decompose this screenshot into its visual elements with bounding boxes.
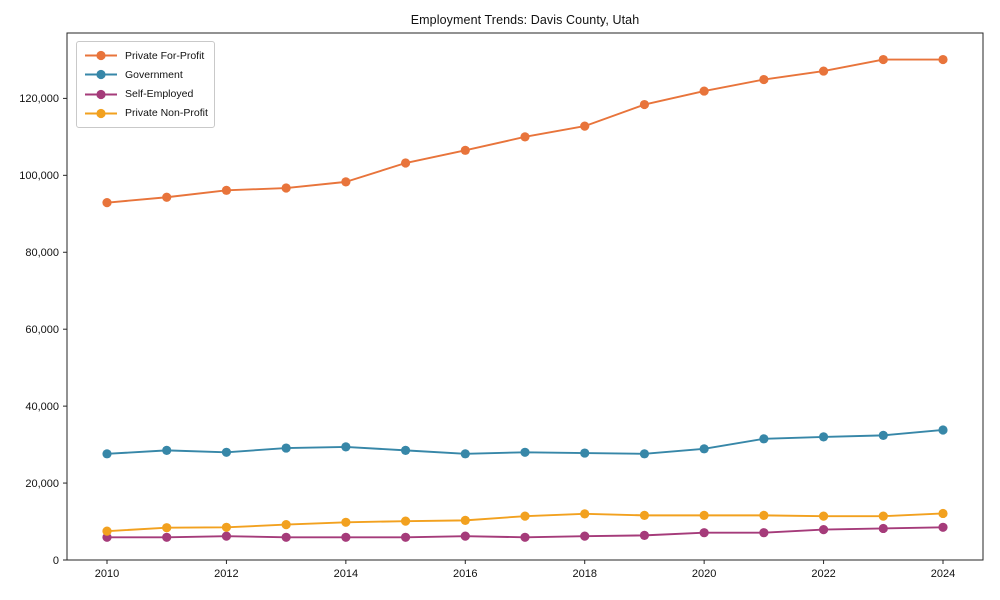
data-point-private-for-profit xyxy=(400,158,411,168)
data-point-private-for-profit xyxy=(938,54,948,65)
plot-frame xyxy=(66,32,984,561)
data-point-self-employed xyxy=(162,532,172,542)
data-point-private-non-profit xyxy=(580,509,590,519)
data-point-self-employed xyxy=(341,532,351,542)
legend-label: Private Non-Profit xyxy=(125,107,208,120)
data-point-self-employed xyxy=(699,528,709,538)
data-point-private-non-profit xyxy=(759,510,769,520)
data-point-government xyxy=(639,449,650,459)
data-point-self-employed xyxy=(878,523,888,534)
legend-marker-self-employed xyxy=(85,89,117,99)
y-tick-label: 100,000 xyxy=(19,170,59,182)
data-point-private-for-profit xyxy=(520,132,530,142)
legend-entry-private-for-profit: Private For-Profit xyxy=(85,46,206,65)
data-point-government xyxy=(221,447,232,457)
data-point-government xyxy=(818,432,829,442)
data-point-private-non-profit xyxy=(878,511,888,521)
x-tick-label: 2016 xyxy=(453,568,477,580)
data-point-self-employed xyxy=(639,530,650,540)
x-tick-label: 2014 xyxy=(334,568,358,580)
data-point-government xyxy=(580,448,590,458)
data-point-private-non-profit xyxy=(639,510,650,520)
data-point-government xyxy=(162,445,172,455)
data-point-self-employed xyxy=(400,532,411,542)
data-point-private-non-profit xyxy=(400,516,411,526)
x-tick-label: 2018 xyxy=(572,568,596,580)
data-point-private-non-profit xyxy=(520,511,530,521)
data-point-government xyxy=(938,425,948,435)
x-tick-label: 2024 xyxy=(931,568,955,580)
legend-entry-self-employed: Self-Employed xyxy=(85,85,206,104)
data-point-private-for-profit xyxy=(221,185,232,195)
data-point-self-employed xyxy=(580,531,590,541)
data-point-private-for-profit xyxy=(580,121,590,131)
y-tick-label: 0 xyxy=(53,555,59,567)
data-point-private-for-profit xyxy=(341,177,351,187)
y-tick-label: 20,000 xyxy=(25,478,59,490)
data-point-private-non-profit xyxy=(281,520,291,530)
data-point-private-for-profit xyxy=(878,54,888,65)
data-point-private-non-profit xyxy=(818,511,829,521)
data-point-private-for-profit xyxy=(818,66,829,76)
data-point-private-non-profit xyxy=(460,515,470,525)
data-point-self-employed xyxy=(520,532,530,542)
data-point-government xyxy=(460,449,470,459)
legend-label: Private For-Profit xyxy=(125,49,205,62)
legend: Private For-Profit Government Self-Employe… xyxy=(76,41,215,128)
data-point-private-for-profit xyxy=(281,183,291,193)
data-point-self-employed xyxy=(281,532,291,542)
data-point-private-non-profit xyxy=(102,526,112,536)
series-line-private-for-profit xyxy=(106,58,943,204)
y-tick-label: 60,000 xyxy=(25,324,59,336)
data-point-private-for-profit xyxy=(699,86,709,96)
data-point-private-for-profit xyxy=(639,99,650,110)
data-point-self-employed xyxy=(938,522,948,532)
legend-entry-government: Government xyxy=(85,65,206,84)
legend-label: Government xyxy=(125,68,183,81)
y-tick-label: 120,000 xyxy=(19,93,59,105)
x-tick-label: 2020 xyxy=(692,568,716,580)
data-point-private-for-profit xyxy=(102,198,112,208)
data-point-government xyxy=(520,447,530,457)
data-point-private-non-profit xyxy=(938,508,948,519)
legend-marker-private-non-profit xyxy=(85,108,117,118)
legend-entry-private-non-profit: Private Non-Profit xyxy=(85,104,208,123)
data-point-private-for-profit xyxy=(162,192,172,202)
data-point-self-employed xyxy=(818,525,829,535)
x-tick-label: 2012 xyxy=(214,568,238,580)
chart-title: Employment Trends: Davis County, Utah xyxy=(410,13,640,27)
x-tick-label: 2010 xyxy=(95,568,119,580)
x-tick-label: 2022 xyxy=(811,568,835,580)
data-point-private-non-profit xyxy=(699,510,709,520)
data-point-government xyxy=(759,434,769,444)
data-point-government xyxy=(878,430,888,440)
data-point-government xyxy=(400,445,411,455)
y-tick-label: 80,000 xyxy=(25,247,59,259)
y-tick-label: 40,000 xyxy=(25,401,59,413)
data-point-self-employed xyxy=(460,531,470,541)
legend-marker-private-for-profit xyxy=(85,51,117,61)
data-point-private-non-profit xyxy=(221,522,232,532)
data-point-private-non-profit xyxy=(341,517,351,527)
legend-marker-government xyxy=(85,70,117,80)
data-point-private-for-profit xyxy=(460,145,470,155)
data-point-self-employed xyxy=(221,531,232,541)
data-point-private-for-profit xyxy=(759,74,769,85)
data-point-self-employed xyxy=(759,528,769,538)
data-point-private-non-profit xyxy=(162,523,172,533)
data-point-government xyxy=(341,442,351,452)
data-point-government xyxy=(102,449,112,459)
data-point-government xyxy=(281,443,291,453)
legend-label: Self-Employed xyxy=(125,88,194,101)
data-point-government xyxy=(699,444,709,454)
